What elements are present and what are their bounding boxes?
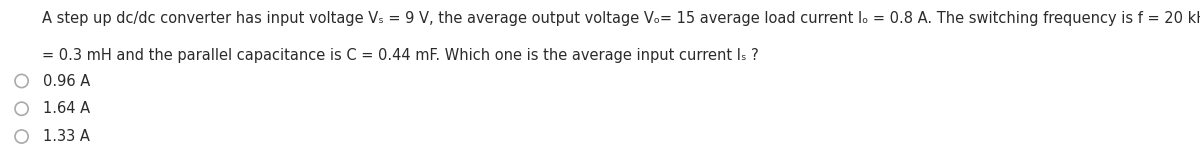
Text: = 0.3 mH and the parallel capacitance is C = 0.44 mF. Which one is the average i: = 0.3 mH and the parallel capacitance is… — [42, 48, 758, 63]
Text: 1.64 A: 1.64 A — [43, 101, 90, 116]
Text: 0.96 A: 0.96 A — [43, 74, 90, 88]
Text: A step up dc/dc converter has input voltage Vₛ = 9 V, the average output voltage: A step up dc/dc converter has input volt… — [42, 11, 1200, 26]
Text: 1.33 A: 1.33 A — [43, 129, 90, 144]
